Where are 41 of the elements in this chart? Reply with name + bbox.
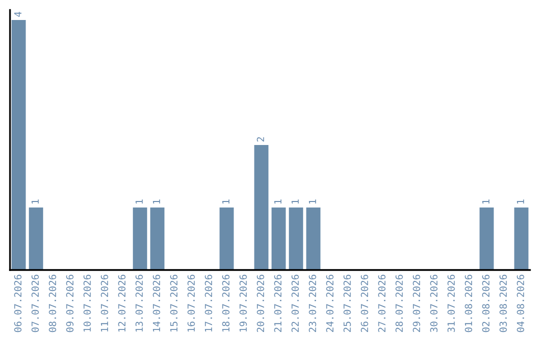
x-tick-label: 03.08.2026 <box>499 274 507 332</box>
x-tick-label: 15.07.2026 <box>170 274 178 332</box>
x-tick-label: 28.07.2026 <box>395 274 403 332</box>
x-tick-label: 27.07.2026 <box>378 274 386 332</box>
x-tick-label: 16.07.2026 <box>187 274 195 332</box>
data-label: 1 <box>516 200 524 204</box>
x-tick-label: 06.07.2026 <box>14 274 22 332</box>
data-label: 4 <box>14 12 22 17</box>
data-label: 1 <box>32 200 39 204</box>
data-label: 1 <box>136 200 143 204</box>
x-tick-label: 17.07.2026 <box>204 274 212 332</box>
x-tick-label: 12.07.2026 <box>118 274 126 332</box>
x-tick-label: 01.08.2026 <box>464 274 472 332</box>
x-tick-label: 07.07.2026 <box>31 274 39 332</box>
data-label: 2 <box>256 137 264 142</box>
data-label: 1 <box>292 200 299 204</box>
data-label: 1 <box>222 200 230 204</box>
x-tick-label: 04.08.2026 <box>516 274 524 332</box>
data-label: 1 <box>482 200 490 204</box>
x-tick-label: 19.07.2026 <box>239 274 247 332</box>
x-tick-label: 18.07.2026 <box>222 274 230 332</box>
x-tick-label: 30.07.2026 <box>430 274 438 332</box>
x-tick-label: 26.07.2026 <box>360 274 368 332</box>
x-tick-label: 21.07.2026 <box>274 274 282 332</box>
x-tick-label: 25.07.2026 <box>343 274 351 332</box>
x-tick-label: 13.07.2026 <box>135 274 143 332</box>
data-label: 1 <box>274 200 282 204</box>
x-tick-label: 09.07.2026 <box>66 274 74 332</box>
x-tick-label: 11.07.2026 <box>100 274 108 332</box>
data-label: 1 <box>308 200 316 204</box>
x-tick-label: 24.07.2026 <box>326 274 334 332</box>
x-tick-label: 23.07.2026 <box>308 274 316 332</box>
x-tick-label: 14.07.2026 <box>152 274 160 332</box>
x-tick-label: 22.07.2026 <box>291 274 299 332</box>
data-label: 1 <box>152 200 160 204</box>
x-tick-label: 31.07.2026 <box>447 274 455 332</box>
x-tick-label: 10.07.2026 <box>83 274 91 332</box>
x-tick-label: 29.07.2026 <box>412 274 420 332</box>
x-tick-label: 02.08.2026 <box>482 274 490 332</box>
x-tick-label: 08.07.2026 <box>48 274 56 332</box>
x-tick-label: 20.07.2026 <box>256 274 264 332</box>
